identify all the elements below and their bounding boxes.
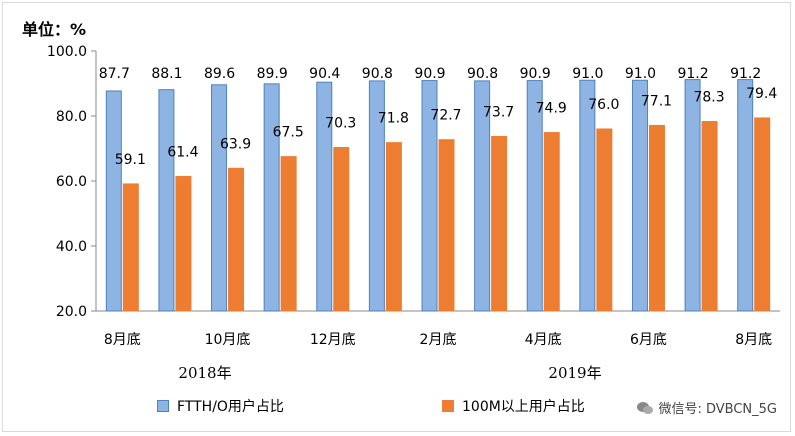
legend-label-100m: 100M以上用户占比 <box>462 399 585 415</box>
watermark: 微信号: DVBCN_5G <box>636 398 777 417</box>
bar-100m <box>333 147 350 312</box>
watermark-text: 微信号: DVBCN_5G <box>658 402 777 417</box>
x-tick-label: 4月底 <box>525 332 562 348</box>
data-label-ftth: 88.1 <box>151 66 182 82</box>
y-tick-label: 40.0 <box>56 239 87 255</box>
data-label-100m: 63.9 <box>220 136 251 152</box>
bar-ftth <box>631 79 648 312</box>
bar-ftth <box>316 81 333 312</box>
x-tick-label: 10月底 <box>205 332 251 348</box>
bar-100m <box>648 124 665 312</box>
bar-ftth <box>211 84 228 312</box>
bar-100m <box>543 132 560 312</box>
bar-ftth <box>421 80 438 312</box>
y-tick-label: 80.0 <box>56 109 87 125</box>
bar-100m <box>228 167 245 312</box>
data-label-100m: 61.4 <box>167 144 198 160</box>
bar-ftth <box>368 80 385 312</box>
data-label-ftth: 91.0 <box>625 66 656 82</box>
data-label-ftth: 90.4 <box>309 66 340 82</box>
data-label-ftth: 91.2 <box>677 66 708 82</box>
data-label-100m: 73.7 <box>483 104 514 120</box>
legend-label-ftth: FTTH/O用户占比 <box>177 399 284 415</box>
data-label-ftth: 89.9 <box>257 66 288 82</box>
year-label: 2019年 <box>548 364 601 382</box>
bar-ftth <box>579 79 596 312</box>
unit-label: 单位：% <box>22 20 87 39</box>
bar-100m <box>175 175 192 312</box>
bar-100m <box>701 121 718 312</box>
bar-ftth <box>263 83 280 312</box>
data-label-100m: 71.8 <box>378 111 409 127</box>
data-label-ftth: 90.8 <box>467 66 498 82</box>
x-tick-label: 8月底 <box>735 332 772 348</box>
bar-ftth <box>474 80 491 312</box>
data-label-ftth: 90.8 <box>362 66 393 82</box>
wechat-icon <box>637 401 654 414</box>
bar-ftth <box>684 79 701 312</box>
bar-ftth <box>158 89 175 312</box>
data-label-ftth: 87.7 <box>99 66 130 82</box>
chart-frame <box>2 2 791 432</box>
legend-item-100m: 100M以上用户占比 <box>442 396 585 416</box>
data-label-100m: 79.4 <box>746 86 777 102</box>
x-tick-label: 2月底 <box>420 332 457 348</box>
data-label-ftth: 91.2 <box>730 66 761 82</box>
data-label-100m: 67.5 <box>273 125 304 141</box>
legend: FTTH/O用户占比 100M以上用户占比 <box>0 396 795 420</box>
data-label-ftth: 89.6 <box>204 66 235 82</box>
bar-100m <box>385 142 402 312</box>
y-tick-label: 100.0 <box>47 44 87 60</box>
bar-100m <box>491 135 508 312</box>
data-label-ftth: 90.9 <box>520 66 551 82</box>
bar-100m <box>596 128 613 312</box>
data-label-100m: 77.1 <box>641 93 672 109</box>
data-label-100m: 72.7 <box>430 108 461 124</box>
legend-item-ftth: FTTH/O用户占比 <box>157 396 284 416</box>
x-tick-label: 8月底 <box>104 332 141 348</box>
bar-100m <box>280 156 297 312</box>
y-tick-label: 60.0 <box>56 174 87 190</box>
bar-ftth <box>526 80 543 312</box>
data-label-100m: 74.9 <box>536 101 567 117</box>
data-label-ftth: 90.9 <box>414 66 445 82</box>
bar-100m <box>438 139 455 312</box>
data-label-100m: 76.0 <box>588 97 619 113</box>
data-label-100m: 59.1 <box>115 152 146 168</box>
data-label-ftth: 91.0 <box>572 66 603 82</box>
bar-ftth <box>737 79 754 312</box>
year-label: 2018年 <box>178 364 231 382</box>
bar-100m <box>754 117 771 312</box>
legend-swatch-ftth <box>157 400 169 412</box>
bar-ftth <box>105 90 122 312</box>
x-tick-label: 12月底 <box>310 332 356 348</box>
legend-swatch-100m <box>442 400 454 412</box>
data-label-100m: 78.3 <box>693 90 724 106</box>
bar-100m <box>122 183 139 312</box>
y-tick-label: 20.0 <box>56 304 87 320</box>
x-tick-label: 6月底 <box>630 332 667 348</box>
data-label-100m: 70.3 <box>325 116 356 132</box>
